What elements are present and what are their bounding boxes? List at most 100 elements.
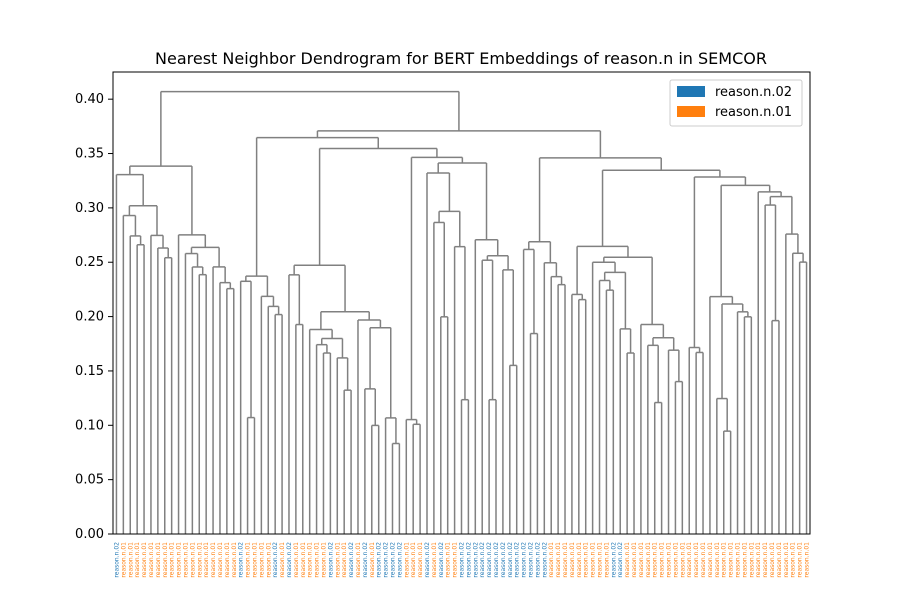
leaf-label: reason.n.01	[721, 542, 728, 578]
leaf-label: reason.n.02	[521, 542, 528, 578]
leaf-label: reason.n.01	[603, 542, 610, 578]
leaf-label: reason.n.01	[445, 542, 452, 578]
leaf-label: reason.n.01	[707, 542, 714, 578]
leaf-label: reason.n.02	[472, 542, 479, 578]
leaf-label: reason.n.01	[714, 542, 721, 578]
plot-frame	[112, 71, 811, 535]
leaf-label: reason.n.02	[438, 542, 445, 578]
leaf-label: reason.n.01	[410, 542, 417, 578]
leaf-label: reason.n.01	[769, 542, 776, 578]
leaf-label: reason.n.02	[514, 542, 521, 578]
leaf-label: reason.n.02	[507, 542, 514, 578]
leaf-label: reason.n.02	[465, 542, 472, 578]
leaf-label: reason.n.01	[155, 542, 162, 578]
leaf-label: reason.n.01	[293, 542, 300, 578]
leaf-label: reason.n.01	[141, 542, 148, 578]
legend-swatch-reason-n-02	[677, 86, 705, 97]
leaf-label: reason.n.02	[500, 542, 507, 578]
leaf-label: reason.n.02	[534, 542, 541, 578]
leaf-label: reason.n.01	[666, 542, 673, 578]
leaf-label: reason.n.01	[307, 542, 314, 578]
leaf-label: reason.n.01	[162, 542, 169, 578]
y-tick-label: 0.30	[75, 201, 104, 216]
leaf-label: reason.n.02	[528, 542, 535, 578]
leaf-label: reason.n.02	[486, 542, 493, 578]
legend-swatch-reason-n-01	[677, 106, 705, 117]
leaf-label: reason.n.02	[617, 542, 624, 578]
leaf-label: reason.n.01	[762, 542, 769, 578]
leaf-label: reason.n.01	[300, 542, 307, 578]
legend: reason.n.02 reason.n.01	[669, 79, 803, 127]
leaf-label: reason.n.01	[783, 542, 790, 578]
leaf-label: reason.n.01	[583, 542, 590, 578]
y-tick-label: 0.15	[75, 364, 104, 379]
leaf-label: reason.n.01	[728, 542, 735, 578]
leaf-label: reason.n.02	[479, 542, 486, 578]
leaf-label: reason.n.01	[120, 542, 127, 578]
leaf-label: reason.n.01	[776, 542, 783, 578]
leaf-label: reason.n.01	[638, 542, 645, 578]
leaf-label: reason.n.01	[555, 542, 562, 578]
leaf-label: reason.n.01	[797, 542, 804, 578]
leaf-label: reason.n.01	[320, 542, 327, 578]
leaf-label: reason.n.02	[238, 542, 245, 578]
leaf-label: reason.n.01	[196, 542, 203, 578]
leaf-label: reason.n.01	[134, 542, 141, 578]
leaf-label: reason.n.01	[341, 542, 348, 578]
leaf-label: reason.n.01	[548, 542, 555, 578]
leaf-label: reason.n.01	[231, 542, 238, 578]
leaf-label: reason.n.01	[258, 542, 265, 578]
y-tick-label: 0.25	[75, 255, 104, 270]
y-tick-label: 0.10	[75, 418, 104, 433]
leaf-label: reason.n.01	[748, 542, 755, 578]
leaf-label: reason.n.01	[569, 542, 576, 578]
leaf-label: reason.n.01	[127, 542, 134, 578]
leaf-label: reason.n.01	[279, 542, 286, 578]
legend-label-reason-n-01: reason.n.01	[715, 105, 792, 120]
leaf-label: reason.n.01	[224, 542, 231, 578]
leaf-label: reason.n.02	[272, 542, 279, 578]
leaf-label: reason.n.01	[790, 542, 797, 578]
legend-label-reason-n-02: reason.n.02	[715, 85, 792, 100]
leaf-label: reason.n.02	[424, 542, 431, 578]
leaf-label: reason.n.02	[362, 542, 369, 578]
leaf-label: reason.n.01	[251, 542, 258, 578]
leaf-label: reason.n.01	[314, 542, 321, 578]
leaf-label: reason.n.01	[203, 542, 210, 578]
leaf-label: reason.n.01	[693, 542, 700, 578]
leaf-label: reason.n.01	[148, 542, 155, 578]
dendrogram-links	[115, 90, 808, 534]
leaf-label: reason.n.01	[597, 542, 604, 578]
leaf-label: reason.n.02	[383, 542, 390, 578]
leaf-label: reason.n.02	[389, 542, 396, 578]
leaf-label: reason.n.02	[327, 542, 334, 578]
leaf-label: reason.n.02	[459, 542, 466, 578]
y-tick-label: 0.40	[75, 92, 104, 107]
leaf-label: reason.n.01	[417, 542, 424, 578]
leaf-label: reason.n.01	[369, 542, 376, 578]
leaf-label: reason.n.01	[355, 542, 362, 578]
leaf-label: reason.n.01	[679, 542, 686, 578]
leaf-label: reason.n.02	[286, 542, 293, 578]
leaf-label: reason.n.01	[652, 542, 659, 578]
leaf-label: reason.n.01	[189, 542, 196, 578]
leaf-label: reason.n.01	[562, 542, 569, 578]
y-axis: 0.00 0.05 0.10 0.15 0.20 0.25 0.30 0.35 0.40	[75, 92, 113, 542]
leaf-label: reason.n.01	[334, 542, 341, 578]
leaf-label: reason.n.02	[610, 542, 617, 578]
leaf-label: reason.n.01	[169, 542, 176, 578]
leaf-label: reason.n.02	[376, 542, 383, 578]
leaf-label: reason.n.01	[741, 542, 748, 578]
leaf-label: reason.n.02	[348, 542, 355, 578]
y-tick-label: 0.35	[75, 147, 104, 162]
leaf-label: reason.n.01	[217, 542, 224, 578]
leaf-label: reason.n.01	[431, 542, 438, 578]
y-tick-label: 0.05	[75, 473, 104, 488]
leaf-label: reason.n.01	[452, 542, 459, 578]
leaf-labels: reason.n.02 reason.n.01 reason.n.01 reason.…	[113, 542, 810, 578]
leaf-label: reason.n.02	[113, 542, 120, 578]
leaf-label: reason.n.01	[590, 542, 597, 578]
leaf-label: reason.n.01	[245, 542, 252, 578]
y-tick-label: 0.20	[75, 310, 104, 325]
